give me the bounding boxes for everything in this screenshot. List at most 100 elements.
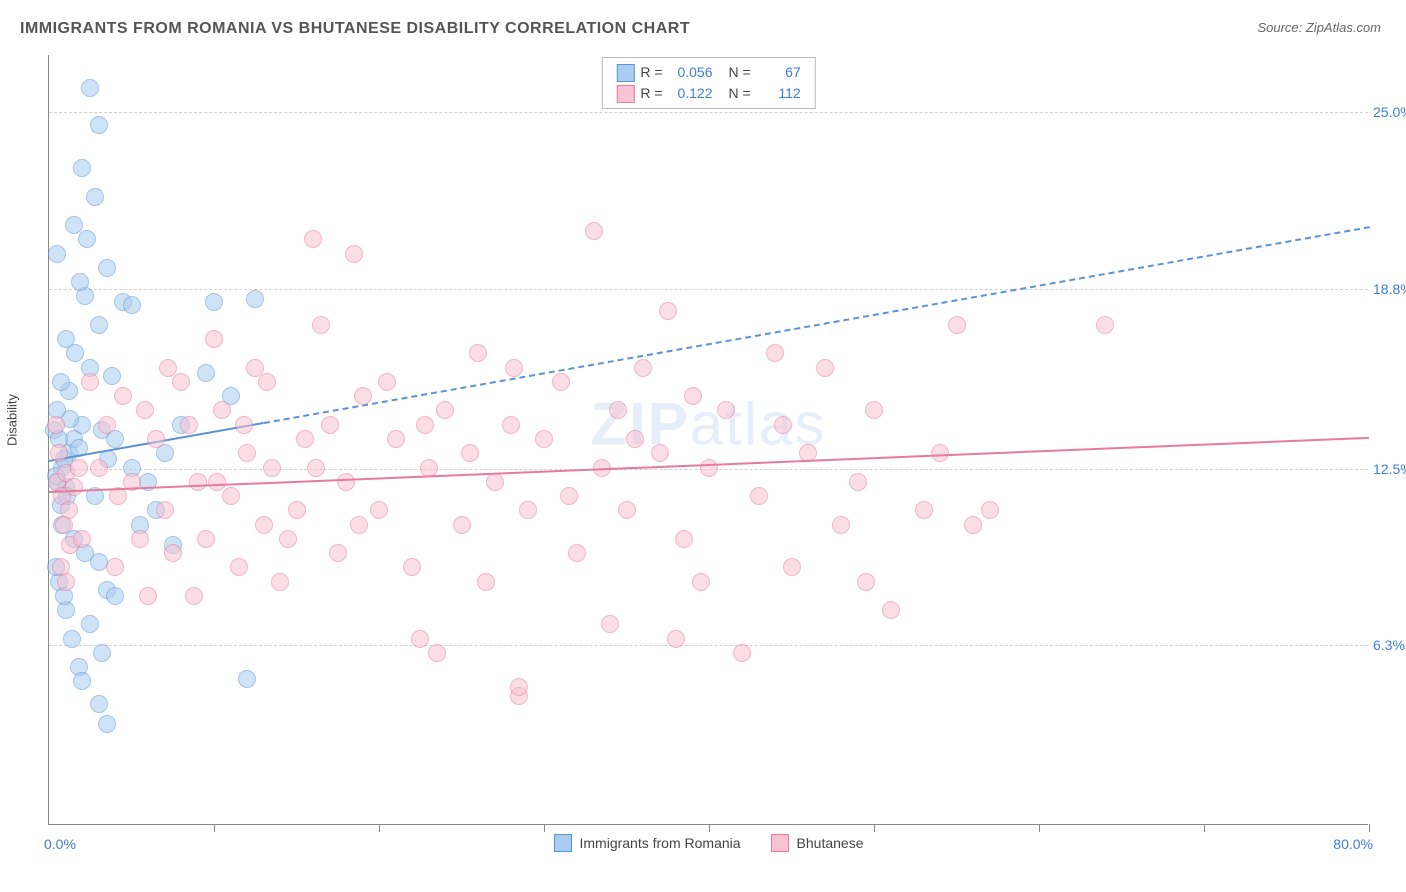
bhutanese-point	[136, 401, 154, 419]
romania-point	[81, 79, 99, 97]
bhutanese-point	[981, 501, 999, 519]
bhutanese-point	[502, 416, 520, 434]
bhutanese-point	[156, 501, 174, 519]
correlation-legend: R =0.056N =67R =0.122N =112	[601, 57, 815, 109]
bhutanese-point	[263, 459, 281, 477]
bhutanese-point	[337, 473, 355, 491]
legend-r-label: R =	[640, 83, 662, 104]
bhutanese-point	[948, 316, 966, 334]
bhutanese-point	[1096, 316, 1114, 334]
y-tick-label: 12.5%	[1373, 461, 1406, 477]
series-legend: Immigrants from RomaniaBhutanese	[554, 834, 864, 852]
chart-title: IMMIGRANTS FROM ROMANIA VS BHUTANESE DIS…	[20, 20, 690, 38]
series-legend-item: Bhutanese	[771, 834, 864, 852]
romania-point	[103, 367, 121, 385]
x-tick	[379, 824, 380, 832]
bhutanese-point	[816, 359, 834, 377]
bhutanese-point	[197, 530, 215, 548]
bhutanese-point	[733, 644, 751, 662]
plot-area: ZIPatlas R =0.056N =67R =0.122N =112 0.0…	[48, 55, 1368, 825]
romania-point	[63, 630, 81, 648]
bhutanese-point	[350, 516, 368, 534]
bhutanese-point	[882, 601, 900, 619]
legend-r-value: 0.056	[669, 62, 713, 83]
bhutanese-point	[189, 473, 207, 491]
x-tick	[1204, 824, 1205, 832]
bhutanese-point	[73, 530, 91, 548]
bhutanese-point	[428, 644, 446, 662]
legend-swatch	[616, 85, 634, 103]
bhutanese-point	[477, 573, 495, 591]
bhutanese-point	[106, 558, 124, 576]
bhutanese-point	[585, 222, 603, 240]
bhutanese-point	[469, 344, 487, 362]
romania-point	[52, 373, 70, 391]
bhutanese-point	[345, 245, 363, 263]
bhutanese-point	[213, 401, 231, 419]
x-min-label: 0.0%	[44, 836, 76, 852]
bhutanese-point	[230, 558, 248, 576]
bhutanese-point	[519, 501, 537, 519]
gridline	[49, 645, 1368, 646]
bhutanese-point	[436, 401, 454, 419]
bhutanese-point	[304, 230, 322, 248]
bhutanese-point	[766, 344, 784, 362]
romania-point	[81, 615, 99, 633]
bhutanese-point	[378, 373, 396, 391]
bhutanese-point	[486, 473, 504, 491]
bhutanese-point	[258, 373, 276, 391]
bhutanese-point	[139, 587, 157, 605]
romania-point	[90, 695, 108, 713]
legend-row: R =0.122N =112	[616, 83, 800, 104]
bhutanese-point	[510, 678, 528, 696]
bhutanese-point	[159, 359, 177, 377]
x-tick	[544, 824, 545, 832]
legend-r-label: R =	[640, 62, 662, 83]
bhutanese-point	[235, 416, 253, 434]
bhutanese-point	[55, 516, 73, 534]
bhutanese-point	[312, 316, 330, 334]
bhutanese-point	[700, 459, 718, 477]
romania-point	[73, 159, 91, 177]
bhutanese-point	[65, 478, 83, 496]
bhutanese-point	[387, 430, 405, 448]
bhutanese-point	[832, 516, 850, 534]
series-legend-label: Bhutanese	[797, 835, 864, 851]
romania-point	[197, 364, 215, 382]
bhutanese-point	[774, 416, 792, 434]
romania-point	[78, 230, 96, 248]
bhutanese-point	[667, 630, 685, 648]
bhutanese-point	[411, 630, 429, 648]
bhutanese-point	[208, 473, 226, 491]
legend-swatch	[554, 834, 572, 852]
bhutanese-point	[329, 544, 347, 562]
bhutanese-point	[783, 558, 801, 576]
romania-point	[48, 245, 66, 263]
bhutanese-point	[164, 544, 182, 562]
bhutanese-point	[50, 444, 68, 462]
romania-point	[98, 715, 116, 733]
bhutanese-point	[131, 530, 149, 548]
romania-point	[123, 296, 141, 314]
bhutanese-point	[568, 544, 586, 562]
x-tick	[709, 824, 710, 832]
bhutanese-point	[560, 487, 578, 505]
legend-n-label: N =	[729, 62, 751, 83]
bhutanese-point	[692, 573, 710, 591]
y-axis-label: Disability	[5, 394, 20, 446]
bhutanese-point	[461, 444, 479, 462]
bhutanese-point	[552, 373, 570, 391]
bhutanese-point	[857, 573, 875, 591]
bhutanese-point	[659, 302, 677, 320]
romania-trendline	[263, 226, 1369, 424]
legend-n-label: N =	[729, 83, 751, 104]
gridline	[49, 289, 1368, 290]
bhutanese-point	[70, 459, 88, 477]
romania-point	[71, 273, 89, 291]
legend-r-value: 0.122	[669, 83, 713, 104]
bhutanese-point	[238, 444, 256, 462]
legend-n-value: 67	[757, 62, 801, 83]
bhutanese-point	[618, 501, 636, 519]
bhutanese-point	[684, 387, 702, 405]
x-max-label: 80.0%	[1333, 836, 1373, 852]
